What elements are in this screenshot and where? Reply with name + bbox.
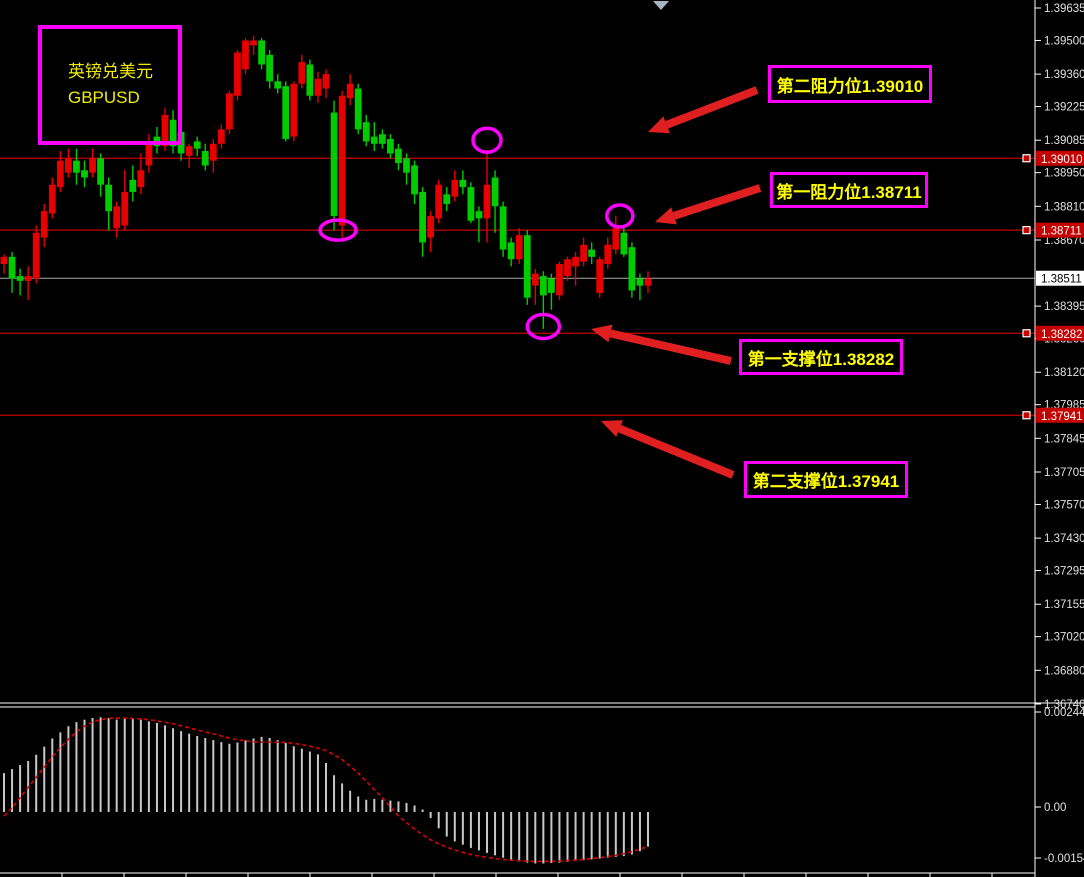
current-bar-marker-icon	[653, 1, 669, 10]
svg-text:1.37845: 1.37845	[1044, 433, 1084, 445]
highlight-ellipses	[318, 126, 635, 341]
svg-text:1.38950: 1.38950	[1044, 168, 1084, 180]
annotation-resistance2-box[interactable]: 第二阻力位1.39010	[768, 65, 932, 103]
svg-text:1.38711: 1.38711	[1041, 226, 1082, 238]
annotation-resistance1-box[interactable]: 第一阻力位1.38711	[770, 172, 928, 208]
svg-text:1.39225: 1.39225	[1044, 102, 1084, 114]
svg-text:0.00: 0.00	[1044, 802, 1066, 814]
svg-text:0.002448: 0.002448	[1044, 707, 1084, 719]
svg-text:1.37295: 1.37295	[1044, 566, 1084, 578]
svg-text:1.36740: 1.36740	[1044, 699, 1084, 711]
svg-text:-0.001545: -0.001545	[1044, 853, 1084, 865]
svg-text:1.37155: 1.37155	[1044, 599, 1084, 611]
symbol-info-box[interactable]: 英镑兑美元 GBPUSD	[38, 25, 182, 145]
annotation-support1-box[interactable]: 第一支撑位1.38282	[739, 339, 903, 375]
symbol-code: GBPUSD	[68, 88, 140, 107]
svg-text:1.36880: 1.36880	[1044, 665, 1084, 677]
svg-text:1.37705: 1.37705	[1044, 467, 1084, 479]
svg-text:1.38810: 1.38810	[1044, 201, 1084, 213]
svg-text:1.39085: 1.39085	[1044, 135, 1084, 147]
price-axis: 1.39635 1.39500 1.39360 1.39225 1.39085 1.389…	[1035, 3, 1084, 865]
svg-text:1.38511: 1.38511	[1041, 274, 1082, 286]
svg-text:1.39010: 1.39010	[1041, 154, 1083, 166]
macd-signal-line	[3, 717, 649, 863]
annotation-arrows	[591, 86, 762, 479]
svg-text:1.39360: 1.39360	[1044, 69, 1084, 81]
svg-text:1.37941: 1.37941	[1041, 411, 1083, 423]
svg-text:1.37430: 1.37430	[1044, 533, 1084, 545]
svg-text:1.38120: 1.38120	[1044, 367, 1084, 379]
svg-text:1.39500: 1.39500	[1044, 35, 1084, 47]
svg-text:1.39635: 1.39635	[1044, 3, 1084, 15]
macd-histogram	[3, 717, 649, 864]
svg-text:1.38395: 1.38395	[1044, 301, 1084, 313]
svg-text:1.38282: 1.38282	[1041, 329, 1083, 341]
svg-text:1.37020: 1.37020	[1044, 632, 1084, 644]
annotation-support2-box[interactable]: 第二支撑位1.37941	[744, 461, 908, 498]
annotation-text: 第一支撑位1.38282	[747, 349, 895, 369]
price-tags: 1.39010 1.38711 1.38282 1.37941 1.38511	[1036, 150, 1084, 423]
annotation-text: 第二阻力位1.39010	[776, 76, 924, 96]
svg-text:1.38670: 1.38670	[1044, 235, 1084, 247]
annotation-text: 第二支撑位1.37941	[752, 472, 900, 491]
candles-layer	[0, 35, 652, 329]
svg-text:1.37570: 1.37570	[1044, 499, 1084, 511]
level-lines	[0, 154, 1035, 420]
annotation-text: 第一阻力位1.38711	[776, 182, 922, 202]
symbol-name-cn: 英镑兑美元	[68, 61, 153, 81]
